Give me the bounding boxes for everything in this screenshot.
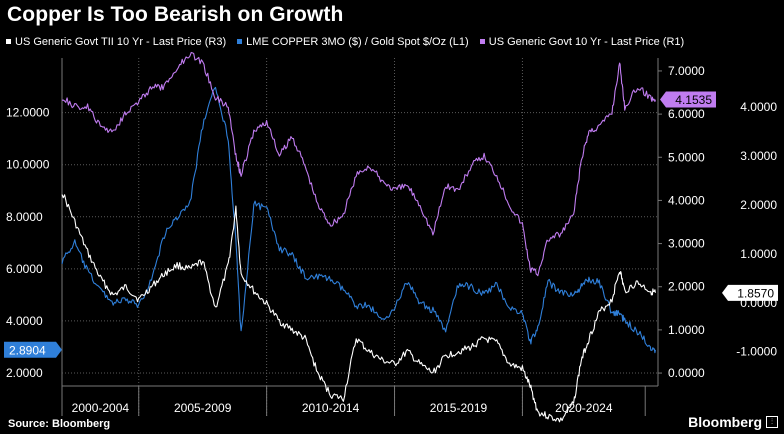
right-outer-tick-label-4: 4.0000 <box>668 193 705 207</box>
badge-govt10-value: 4.1535 <box>675 93 712 107</box>
right-outer-tick-label-0: 0.0000 <box>668 366 705 380</box>
right-inner-tick-label-2: 1.0000 <box>740 247 777 261</box>
right-outer-tick-label-1: 1.0000 <box>668 323 705 337</box>
right-outer-tick-label-6: 6.0000 <box>668 107 705 121</box>
series-line-0 <box>61 194 656 423</box>
right-outer-tick-label-2: 2.0000 <box>668 280 705 294</box>
legend-swatch-govt10 <box>479 39 485 44</box>
badge-copper-gold: 2.8904 <box>4 341 62 358</box>
legend-item-copper-gold: LME COPPER 3MO ($) / Gold Spot $/Oz (L1) <box>237 36 469 48</box>
right-outer-tick-label-7: 7.0000 <box>668 64 705 78</box>
right-outer-tick-label-5: 5.0000 <box>668 150 705 164</box>
right-inner-tick-label-3: 2.0000 <box>740 198 777 212</box>
bloomberg-chart-icon: ⫶ <box>766 416 778 428</box>
badge-copper-gold-shape <box>4 341 62 358</box>
right-outer-tick-label-3: 3.0000 <box>668 237 705 251</box>
series-line-2 <box>61 51 656 277</box>
x-category-label-1: 2005-2009 <box>174 401 232 415</box>
left-tick-label-1: 4.0000 <box>6 314 43 328</box>
right-inner-tick-label-4: 3.0000 <box>740 149 777 163</box>
grid-lines <box>61 58 659 416</box>
last-value-badges: 2.8904 4.1535 1.8570 <box>4 91 778 358</box>
badge-tii: 1.8570 <box>722 284 778 301</box>
x-category-label-2: 2010-2014 <box>302 401 360 415</box>
legend: US Generic Govt TII 10 Yr - Last Price (… <box>6 36 782 48</box>
left-tick-label-3: 8.0000 <box>6 210 43 224</box>
series-lines <box>61 51 656 423</box>
legend-swatch-tii <box>6 39 11 44</box>
source-note: Source: Bloomberg <box>8 418 111 430</box>
right-outer-axis: 0.0000 1.0000 2.0000 3.0000 4.0000 5.0000 6.00… <box>658 64 705 380</box>
chart-title: Copper Is Too Bearish on Growth <box>7 3 344 26</box>
x-category-label-4: 2020-2024 <box>555 401 613 415</box>
legend-swatch-copper-gold <box>237 39 243 44</box>
x-category-label-0: 2000-2004 <box>72 401 130 415</box>
left-tick-label-2: 6.0000 <box>6 262 43 276</box>
left-tick-label-4: 10.0000 <box>6 158 50 172</box>
right-inner-tick-label-5: 4.0000 <box>740 100 777 114</box>
left-tick-label-0: 2.0000 <box>6 366 43 380</box>
left-tick-label-5: 12.0000 <box>6 106 50 120</box>
x-axis-categories: 2000-2004 2005-2009 2010-2014 2015-2019 2020… <box>72 386 646 416</box>
bloomberg-brand: Bloomberg <box>688 414 762 430</box>
badge-copper-gold-value: 2.8904 <box>9 343 46 357</box>
legend-label-copper-gold: LME COPPER 3MO ($) / Gold Spot $/Oz (L1) <box>246 36 469 48</box>
legend-item-govt10: US Generic Govt 10 Yr - Last Price (R1) <box>479 36 685 48</box>
legend-item-tii: US Generic Govt TII 10 Yr - Last Price (… <box>6 36 226 48</box>
badge-tii-value: 1.8570 <box>737 286 774 300</box>
badge-tii-shape <box>722 284 778 301</box>
legend-label-govt10: US Generic Govt 10 Yr - Last Price (R1) <box>488 36 685 48</box>
right-inner-tick-label-0: -1.0000 <box>736 345 777 359</box>
x-category-label-3: 2015-2019 <box>430 401 488 415</box>
badge-govt10-shape <box>660 91 716 108</box>
badge-govt10: 4.1535 <box>660 91 716 108</box>
left-axis: 2.0000 4.0000 6.0000 8.0000 10.0000 12.0000 <box>6 106 50 380</box>
series-line-1 <box>61 86 656 354</box>
legend-label-tii: US Generic Govt TII 10 Yr - Last Price (… <box>15 36 227 48</box>
